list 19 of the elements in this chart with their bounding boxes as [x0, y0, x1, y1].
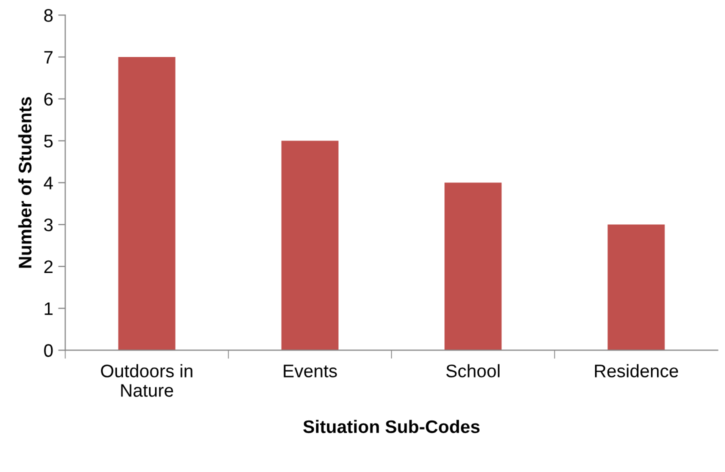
x-tick-label: School [446, 364, 500, 378]
y-tick-label: 3 [44, 218, 53, 232]
y-tick-label: 7 [44, 51, 53, 64]
bar [608, 224, 665, 350]
bar [281, 140, 338, 350]
y-tick-label: 2 [44, 260, 53, 273]
y-tick-label: 0 [44, 344, 53, 357]
x-tick-label: Events [284, 364, 337, 378]
y-tick-label: 5 [44, 134, 53, 148]
y-tick-label: 1 [44, 302, 53, 315]
y-tick-label: 8 [44, 9, 53, 22]
bar [118, 56, 176, 350]
x-tick-label: Residence [595, 364, 678, 378]
x-tick-label: Outdoors in Nature [101, 364, 192, 397]
bar [444, 182, 502, 350]
x-axis-title: Situation Sub-Codes [303, 420, 480, 434]
y-tick-label: 4 [44, 176, 53, 190]
y-axis-title: Number of Students [18, 97, 32, 268]
y-tick-label: 6 [44, 92, 53, 106]
